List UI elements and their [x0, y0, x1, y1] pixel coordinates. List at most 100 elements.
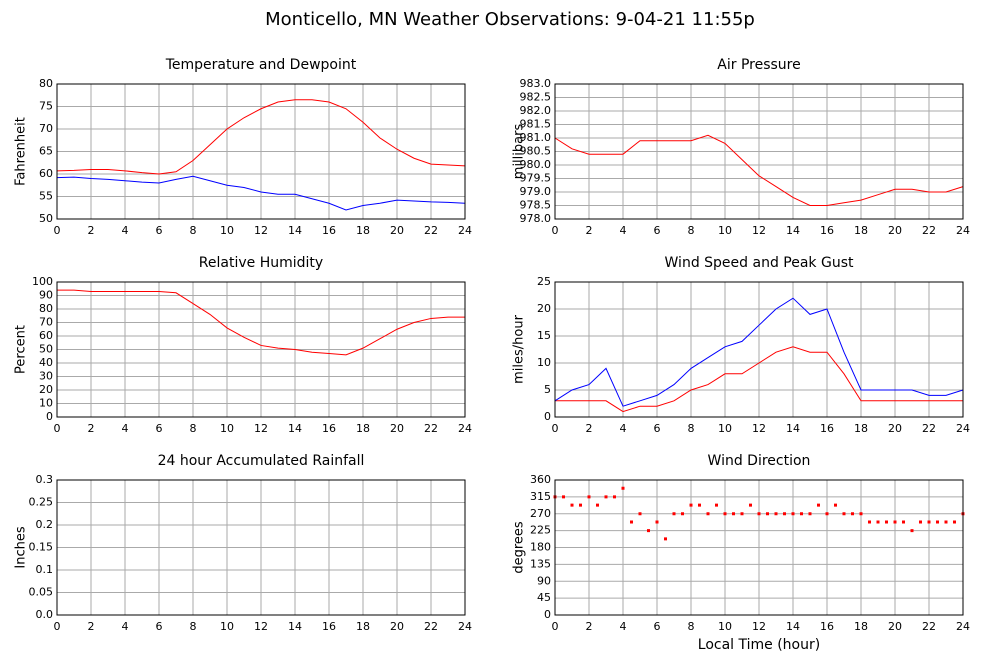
x-tick-label: 24 [956, 224, 970, 237]
y-tick-label: 10 [537, 356, 551, 369]
x-tick-label: 0 [54, 422, 61, 435]
data-point [655, 520, 659, 524]
x-tick-label: 20 [888, 620, 902, 633]
x-tick-label: 18 [356, 224, 370, 237]
data-point [919, 520, 922, 524]
data-point [638, 512, 642, 516]
x-tick-label: 8 [190, 620, 197, 633]
data-line [555, 346, 963, 413]
chart-title: Relative Humidity [199, 255, 323, 271]
plot-frame [56, 281, 466, 418]
chart-title: Temperature and Dewpoint [165, 57, 357, 73]
y-tick-label: 180 [530, 541, 551, 554]
x-tick-label: 24 [956, 422, 970, 435]
x-tick-label: 14 [786, 224, 800, 237]
data-point [774, 512, 778, 516]
x-tick-label: 10 [718, 224, 732, 237]
y-tick-label: 225 [530, 524, 551, 537]
data-line [56, 99, 466, 175]
data-point [698, 503, 701, 507]
data-point [876, 520, 880, 524]
x-tick-label: 10 [718, 422, 732, 435]
y-tick-label: 10 [39, 397, 53, 410]
x-tick-label: 18 [356, 620, 370, 633]
data-point [596, 503, 599, 507]
x-tick-label: 22 [424, 224, 438, 237]
x-tick-label: 16 [820, 224, 834, 237]
x-tick-label: 14 [288, 224, 302, 237]
x-tick-label: 14 [288, 422, 302, 435]
plot-frame [554, 479, 964, 616]
data-point [579, 503, 582, 507]
y-tick-label: 0.15 [29, 541, 54, 554]
y-axis-label: Percent [14, 325, 29, 374]
x-tick-label: 0 [552, 224, 559, 237]
x-tick-label: 6 [654, 224, 661, 237]
x-tick-label: 6 [654, 620, 661, 633]
plot-frame [56, 83, 466, 220]
x-tick-label: 22 [922, 422, 936, 435]
y-tick-label: 100 [32, 275, 53, 288]
x-tick-label: 0 [54, 620, 61, 633]
x-tick-label: 8 [688, 422, 695, 435]
y-tick-label: 70 [39, 316, 53, 329]
x-tick-label: 12 [752, 620, 766, 633]
y-tick-label: 0 [544, 608, 551, 621]
y-axis-label: miles/hour [512, 314, 527, 383]
data-point [715, 503, 718, 507]
y-tick-label: 978.0 [520, 212, 552, 225]
x-tick-label: 20 [888, 422, 902, 435]
x-tick-label: 14 [786, 620, 800, 633]
y-tick-label: 80 [39, 302, 53, 315]
data-point [791, 512, 795, 516]
data-point [621, 486, 625, 490]
data-point [944, 520, 948, 524]
x-tick-label: 4 [620, 620, 627, 633]
y-tick-label: 0.05 [29, 586, 54, 599]
y-tick-label: 979.0 [520, 185, 552, 198]
y-tick-label: 0.2 [36, 518, 54, 531]
x-tick-label: 0 [552, 620, 559, 633]
y-tick-label: 55 [39, 190, 53, 203]
data-point [783, 512, 786, 516]
x-tick-label: 4 [620, 224, 627, 237]
x-tick-label: 18 [854, 224, 868, 237]
y-tick-label: 0.25 [29, 496, 54, 509]
x-tick-label: 8 [190, 224, 197, 237]
x-tick-label: 6 [156, 422, 163, 435]
x-tick-label: 12 [254, 620, 268, 633]
chart-title: 24 hour Accumulated Rainfall [158, 453, 365, 469]
y-tick-label: 90 [537, 574, 551, 587]
data-line [57, 289, 465, 356]
data-point [689, 503, 693, 507]
x-tick-label: 22 [922, 224, 936, 237]
data-line [554, 134, 964, 206]
x-tick-label: 12 [254, 224, 268, 237]
data-point [757, 512, 761, 516]
data-point [936, 520, 939, 524]
data-point [647, 529, 650, 533]
y-tick-label: 80 [39, 77, 53, 90]
plot-frame [554, 83, 964, 220]
x-tick-label: 22 [424, 422, 438, 435]
plot-frame [56, 479, 466, 616]
y-axis-label: degrees [512, 521, 527, 574]
data-point [902, 520, 905, 524]
y-tick-label: 982.5 [520, 91, 552, 104]
data-point [740, 512, 744, 516]
data-point [604, 495, 608, 499]
data-point [613, 495, 616, 499]
data-point [953, 520, 956, 524]
y-tick-label: 0 [544, 410, 551, 423]
x-tick-label: 22 [922, 620, 936, 633]
data-point [834, 503, 837, 507]
x-tick-label: 4 [122, 224, 129, 237]
x-tick-label: 2 [88, 620, 95, 633]
data-point [868, 520, 871, 524]
y-tick-label: 70 [39, 122, 53, 135]
x-tick-label: 10 [220, 620, 234, 633]
data-point [825, 512, 829, 516]
y-tick-label: 15 [537, 329, 551, 342]
